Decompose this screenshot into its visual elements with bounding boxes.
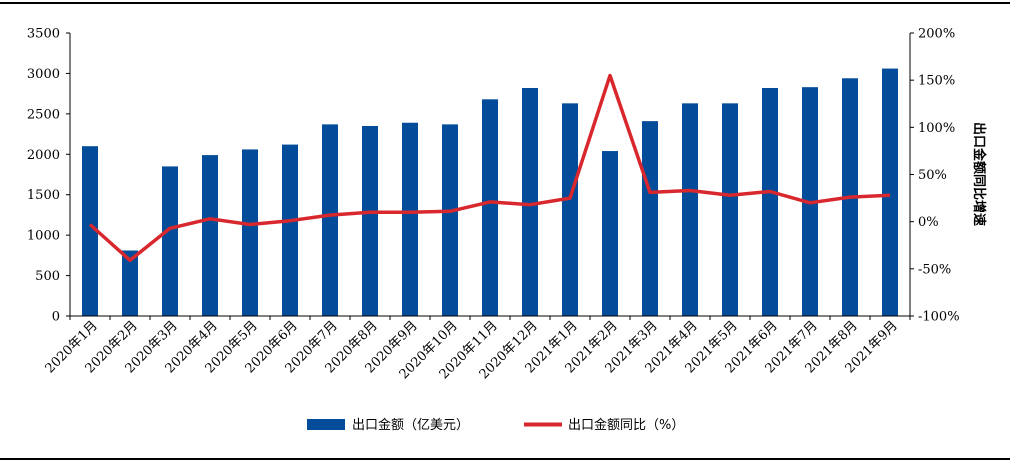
right-tick-label: 200%	[918, 27, 955, 42]
bar-6	[282, 144, 298, 316]
left-tick-label: 3500	[27, 27, 60, 42]
bottom-rule	[0, 458, 1010, 460]
bar-14	[602, 151, 618, 316]
bar-1	[82, 146, 98, 316]
bar-series	[82, 68, 898, 317]
bar-17	[722, 103, 738, 317]
legend-bar-swatch	[307, 419, 345, 430]
bar-5	[242, 149, 258, 316]
left-tick-label: 0	[52, 310, 60, 325]
legend: 出口金额（亿美元） 出口金额同比（%）	[307, 417, 684, 433]
bar-4	[202, 155, 218, 316]
bar-9	[402, 122, 418, 316]
bar-21	[882, 68, 898, 316]
bar-10	[442, 124, 458, 317]
bar-2	[122, 250, 138, 316]
bar-18	[762, 87, 778, 317]
left-tick-label: 500	[35, 269, 60, 284]
right-tick-label: 100%	[918, 121, 955, 136]
bar-8	[362, 125, 378, 316]
top-rule	[0, 2, 1010, 4]
line-series	[88, 73, 891, 263]
right-tick-label: 150%	[918, 74, 955, 89]
right-tick-label: 50%	[918, 168, 947, 183]
yoy-line	[88, 73, 891, 263]
left-tick-label: 1500	[27, 188, 60, 203]
legend-line-label: 出口金额同比（%）	[568, 417, 684, 433]
left-tick-label: 3000	[27, 67, 60, 82]
left-tick-label: 2500	[27, 107, 60, 122]
right-tick-label: -50%	[918, 262, 951, 277]
bar-11	[482, 99, 498, 316]
bar-3	[162, 166, 178, 316]
bar-16	[682, 103, 698, 317]
bar-13	[562, 103, 578, 317]
left-tick-label: 1000	[27, 229, 60, 244]
bar-12	[522, 87, 538, 317]
right-tick-label: 0%	[918, 215, 939, 230]
bar-7	[322, 124, 338, 317]
right-axis-title: 出口金额同比增速	[971, 122, 987, 226]
legend-bar-label: 出口金额（亿美元）	[352, 417, 469, 433]
bar-15	[642, 121, 658, 317]
left-tick-label: 2000	[27, 148, 60, 163]
right-tick-label: -100%	[918, 310, 960, 325]
